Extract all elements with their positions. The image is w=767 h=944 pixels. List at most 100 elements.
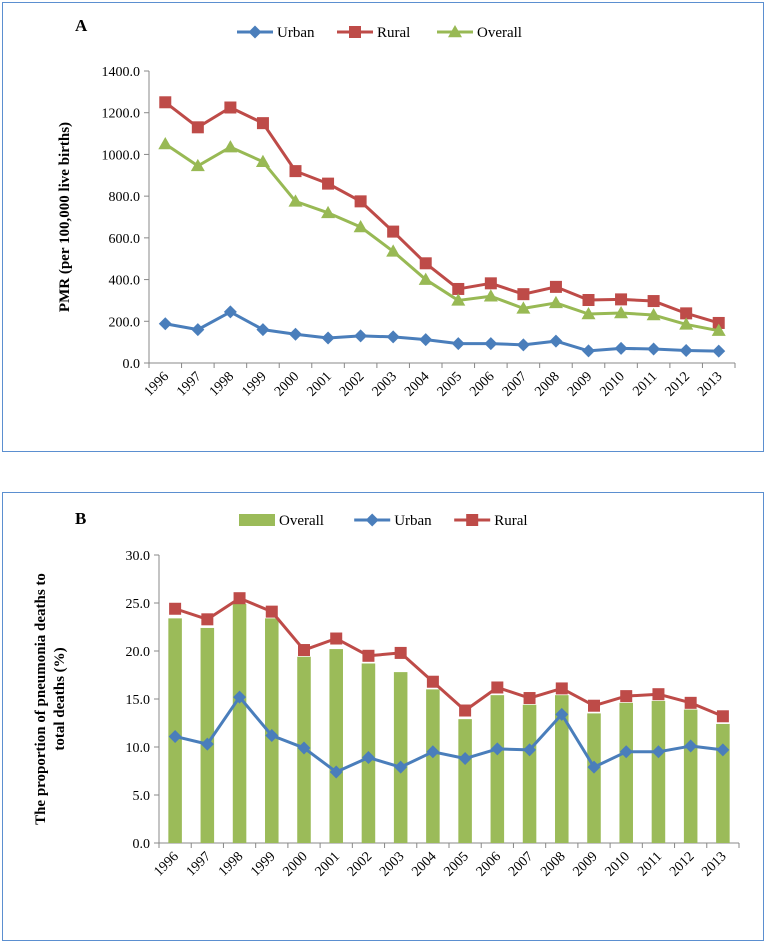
x-tick-label: 2002 [345,849,375,879]
bar-overall [458,719,472,843]
point-rural [354,195,367,208]
point-urban [354,329,368,343]
x-tick-label: 2008 [538,849,568,879]
point-urban [191,323,205,337]
y-tick-label: 5.0 [133,789,151,804]
x-tick-label: 1998 [207,369,237,399]
point-rural [289,165,302,178]
y-tick-label: 0.0 [123,357,141,372]
y-tick-label: 20.0 [126,645,151,660]
x-tick-label: 2004 [402,369,432,399]
series-line-overall [164,142,720,333]
y-tick-label: 800.0 [109,190,141,205]
bar-overall [555,695,569,843]
point-overall [646,308,661,321]
x-tick-label: 1996 [152,849,182,879]
point-rural [256,117,269,130]
x-tick-label: 2012 [667,849,697,879]
y-tick-label: 400.0 [109,274,141,289]
point-urban [158,317,172,331]
bar-overall [490,695,505,843]
y-tick-label: 1000.0 [102,148,141,163]
point-urban [679,343,693,357]
point-rural [523,692,536,705]
legend-label-urban: Urban [394,513,432,529]
series-line-urban [165,310,719,353]
point-rural [426,675,439,688]
point-rural [459,704,472,717]
point-urban [549,334,563,348]
legend-marker-overall [448,25,462,38]
x-tick-label: 2005 [442,849,472,879]
point-rural [588,699,600,712]
point-rural [716,710,729,723]
y-tick-label: 15.0 [126,693,151,708]
x-tick-label: 2009 [570,849,600,879]
point-urban [233,690,247,704]
point-overall [255,154,270,167]
point-overall [190,158,205,172]
x-tick-label: 2006 [474,849,504,879]
x-tick-label: 1997 [184,849,214,879]
y-tick-label: 1400.0 [102,65,141,80]
point-urban [297,741,311,755]
point-rural [362,649,375,662]
point-rural [582,294,595,307]
point-rural [452,282,465,295]
point-urban [614,341,628,355]
point-rural [322,177,335,190]
legend-marker-rural [466,514,479,526]
point-rural [517,288,530,301]
point-overall [353,220,368,233]
point-urban [647,342,661,356]
point-urban [168,729,182,743]
legend-label-overall: Overall [477,25,522,41]
x-tick-label: 2011 [635,849,665,879]
x-tick-label: 2002 [337,369,367,399]
x-tick-label: 2001 [304,369,334,399]
point-rural [615,293,628,306]
point-urban [200,737,214,751]
point-rural [298,644,310,657]
bar-overall [393,672,408,843]
x-tick-label: 2009 [565,369,595,399]
point-overall [679,317,694,330]
point-rural [684,696,697,709]
point-overall [223,140,238,153]
point-overall [581,306,596,320]
y-tick-label: 200.0 [109,315,141,330]
panel-label: A [75,16,88,35]
point-urban [419,333,433,347]
bar-overall [619,702,633,843]
bar-overall [426,689,440,843]
bar-overall [683,709,698,843]
y-axis-title-line: total deaths (%) [52,647,68,750]
point-rural [387,225,400,238]
legend-label-rural: Rural [377,25,410,41]
point-urban [582,344,595,358]
x-tick-label: 1997 [174,369,204,399]
x-tick-label: 2003 [370,369,400,399]
x-tick-label: 2000 [280,849,310,879]
legend-marker-urban [248,25,262,39]
point-rural [652,688,665,701]
x-tick-label: 2003 [377,849,407,879]
point-rural [224,101,237,114]
legend-marker-urban [365,513,379,527]
point-urban [516,338,530,352]
point-urban [712,344,726,358]
legend-swatch-overall [239,514,275,526]
x-tick-label: 2008 [532,369,562,399]
point-rural [169,602,182,615]
x-tick-label: 2007 [506,849,536,879]
point-urban [426,745,440,759]
y-tick-label: 1200.0 [102,107,141,122]
point-rural [159,96,172,109]
point-overall [158,137,173,150]
x-tick-label: 2010 [603,849,633,879]
point-overall [614,305,629,319]
bar-overall [651,700,666,843]
point-rural [419,257,432,270]
y-tick-label: 600.0 [109,232,141,247]
x-tick-label: 2000 [272,369,302,399]
